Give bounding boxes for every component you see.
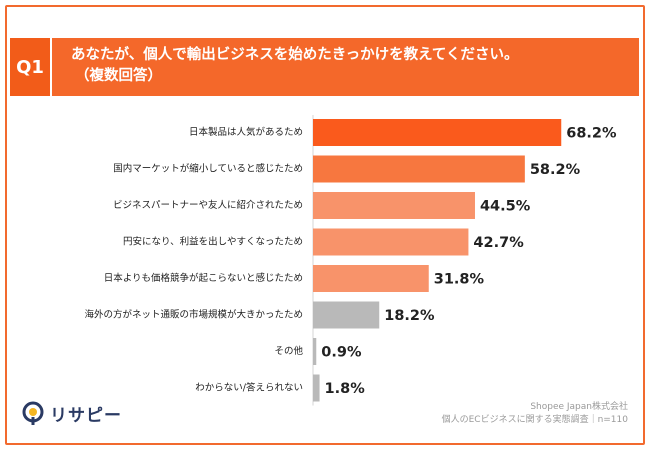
value-label-6: 18.2% xyxy=(384,308,435,324)
category-label-4: 円安になり、利益を出しやすくなったため xyxy=(123,236,303,248)
bar-4 xyxy=(313,228,469,256)
logo-text: リサピー xyxy=(50,405,122,426)
value-label-3: 44.5% xyxy=(480,199,531,215)
bar-1 xyxy=(313,119,562,146)
bar-2 xyxy=(313,155,525,183)
source-company: Shopee Japan株式会社 xyxy=(530,402,628,412)
bar-5 xyxy=(313,265,429,292)
source-note: Shopee Japan株式会社 個人のECビジネスに関する実態調査｜n=110 xyxy=(442,401,628,427)
category-label-8: わからない/答えられない xyxy=(195,382,303,394)
source-survey: 個人のECビジネスに関する実態調査｜n=110 xyxy=(441,415,628,425)
value-label-7: 0.9% xyxy=(321,345,362,361)
category-label-1: 日本製品は人気があるため xyxy=(189,126,303,138)
bar-8 xyxy=(313,374,320,402)
bar-7 xyxy=(313,338,317,365)
category-label-5: 日本よりも価格競争が起こらないと感じたため xyxy=(104,272,303,284)
value-label-5: 31.8% xyxy=(434,272,485,288)
question-subtitle: （複数回答） xyxy=(75,68,162,84)
category-label-6: 海外の方がネット通販の市場規模が大きかったため xyxy=(84,309,303,321)
risapy-logo-icon xyxy=(22,401,44,425)
value-label-8: 1.8% xyxy=(325,381,366,397)
question-title: あなたが、個人で輸出ビジネスを始めたきっかけを教えてください。 xyxy=(71,47,519,63)
risapy-logo: リサピー xyxy=(20,400,122,426)
category-label-2: 国内マーケットが縮小していると感じたため xyxy=(113,163,303,175)
question-banner: あなたが、個人で輸出ビジネスを始めたきっかけを教えてください。 （複数回答） xyxy=(52,38,639,96)
value-label-1: 68.2% xyxy=(566,126,617,142)
value-label-4: 42.7% xyxy=(473,235,524,251)
category-label-7: その他 xyxy=(274,345,303,357)
bar-6 xyxy=(313,301,380,329)
category-label-3: ビジネスパートナーや友人に紹介されたため xyxy=(113,199,303,211)
value-label-2: 58.2% xyxy=(530,162,581,178)
bar-3 xyxy=(313,192,475,219)
question-badge: Q1 xyxy=(10,38,50,96)
